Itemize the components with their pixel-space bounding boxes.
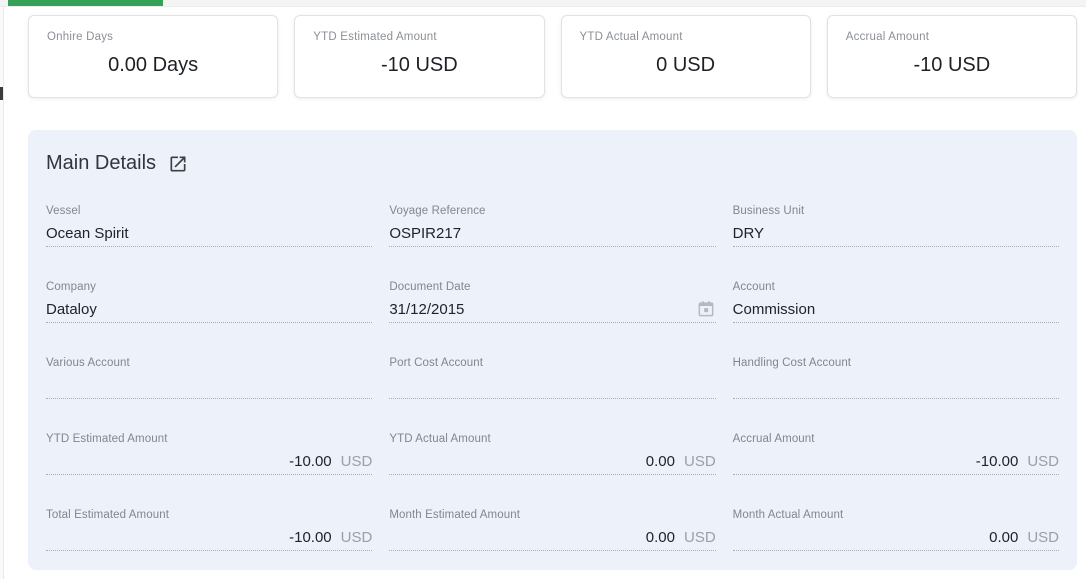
- main-details-grid: Vessel Ocean Spirit Voyage Reference OSP…: [46, 205, 1059, 551]
- field-total-estimated-amount[interactable]: Total Estimated Amount -10.00 USD: [46, 509, 373, 551]
- active-tab-indicator: [8, 0, 163, 6]
- currency-suffix: USD: [683, 528, 716, 546]
- field-ytd-actual-amount[interactable]: YTD Actual Amount 0.00 USD: [389, 433, 716, 475]
- field-label: Voyage Reference: [389, 205, 486, 217]
- field-value: -10.00: [975, 452, 1019, 470]
- card-onhire-days: Onhire Days 0.00 Days: [28, 15, 279, 98]
- field-label: Port Cost Account: [389, 357, 484, 369]
- field-company[interactable]: Company Dataloy: [46, 281, 373, 323]
- field-value: Commission: [732, 300, 816, 318]
- card-value: 0 USD: [656, 54, 716, 76]
- field-label: Month Actual Amount: [732, 509, 844, 521]
- field-label: Month Estimated Amount: [389, 509, 521, 521]
- field-document-date[interactable]: Document Date 31/12/2015: [389, 281, 716, 323]
- card-value: 0.00 Days: [108, 54, 199, 76]
- field-month-estimated-amount[interactable]: Month Estimated Amount 0.00 USD: [389, 509, 716, 551]
- currency-suffix: USD: [340, 452, 373, 470]
- field-label: Account: [732, 281, 775, 293]
- field-label: Accrual Amount: [732, 433, 815, 445]
- field-label: Handling Cost Account: [732, 357, 852, 369]
- card-label: Accrual Amount: [845, 31, 930, 43]
- card-value: -10 USD: [913, 54, 991, 76]
- field-ytd-estimated-amount[interactable]: YTD Estimated Amount -10.00 USD: [46, 433, 373, 475]
- left-edge-divider: [0, 7, 4, 579]
- left-edge-mark: [0, 87, 3, 100]
- field-accrual-amount[interactable]: Accrual Amount -10.00 USD: [732, 433, 1059, 475]
- currency-suffix: USD: [340, 528, 373, 546]
- field-value: Ocean Spirit: [46, 224, 129, 242]
- field-handling-cost-account[interactable]: Handling Cost Account: [732, 357, 1059, 399]
- card-value: -10 USD: [381, 54, 458, 76]
- card-label: YTD Estimated Amount: [313, 31, 437, 43]
- field-vessel[interactable]: Vessel Ocean Spirit: [46, 205, 373, 247]
- field-voyage-reference[interactable]: Voyage Reference OSPIR217: [389, 205, 716, 247]
- card-label: YTD Actual Amount: [579, 31, 683, 43]
- field-value: -10.00: [289, 528, 332, 546]
- main-details-panel: Main Details Vessel Ocean Spirit Voyage …: [28, 130, 1077, 570]
- currency-suffix: USD: [1027, 528, 1059, 546]
- card-accrual-amount: Accrual Amount -10 USD: [826, 15, 1077, 98]
- card-ytd-estimated-amount: YTD Estimated Amount -10 USD: [294, 15, 545, 98]
- field-various-account[interactable]: Various Account: [46, 357, 373, 399]
- field-value: DRY: [732, 224, 765, 242]
- field-label: Total Estimated Amount: [46, 509, 170, 521]
- field-port-cost-account[interactable]: Port Cost Account: [389, 357, 716, 399]
- field-label: Vessel: [46, 205, 81, 217]
- card-label: Onhire Days: [47, 31, 114, 43]
- field-value: 0.00: [989, 528, 1019, 546]
- field-value: -10.00: [289, 452, 332, 470]
- field-month-actual-amount[interactable]: Month Actual Amount 0.00 USD: [732, 509, 1059, 551]
- field-value: 0.00: [645, 528, 675, 546]
- field-business-unit[interactable]: Business Unit DRY: [732, 205, 1059, 247]
- card-ytd-actual-amount: YTD Actual Amount 0 USD: [560, 15, 811, 98]
- field-label: Business Unit: [732, 205, 805, 217]
- currency-suffix: USD: [683, 452, 716, 470]
- tab-strip: [0, 0, 1086, 7]
- main-details-title: Main Details: [46, 152, 157, 174]
- field-label: YTD Estimated Amount: [46, 433, 168, 445]
- field-value: OSPIR217: [389, 224, 462, 242]
- calendar-icon[interactable]: [696, 299, 716, 319]
- field-label: Various Account: [46, 357, 130, 369]
- field-label: YTD Actual Amount: [389, 433, 491, 445]
- summary-cards-row: Onhire Days 0.00 Days YTD Estimated Amou…: [28, 15, 1077, 98]
- field-label: Company: [46, 281, 96, 293]
- field-value: 31/12/2015: [389, 300, 465, 318]
- field-label: Document Date: [389, 281, 471, 293]
- field-value: 0.00: [645, 452, 675, 470]
- currency-suffix: USD: [1027, 452, 1059, 470]
- field-account[interactable]: Account Commission: [732, 281, 1059, 323]
- main-details-header: Main Details: [46, 152, 1059, 175]
- field-value: Dataloy: [46, 300, 97, 318]
- open-in-new-icon[interactable]: [168, 154, 188, 174]
